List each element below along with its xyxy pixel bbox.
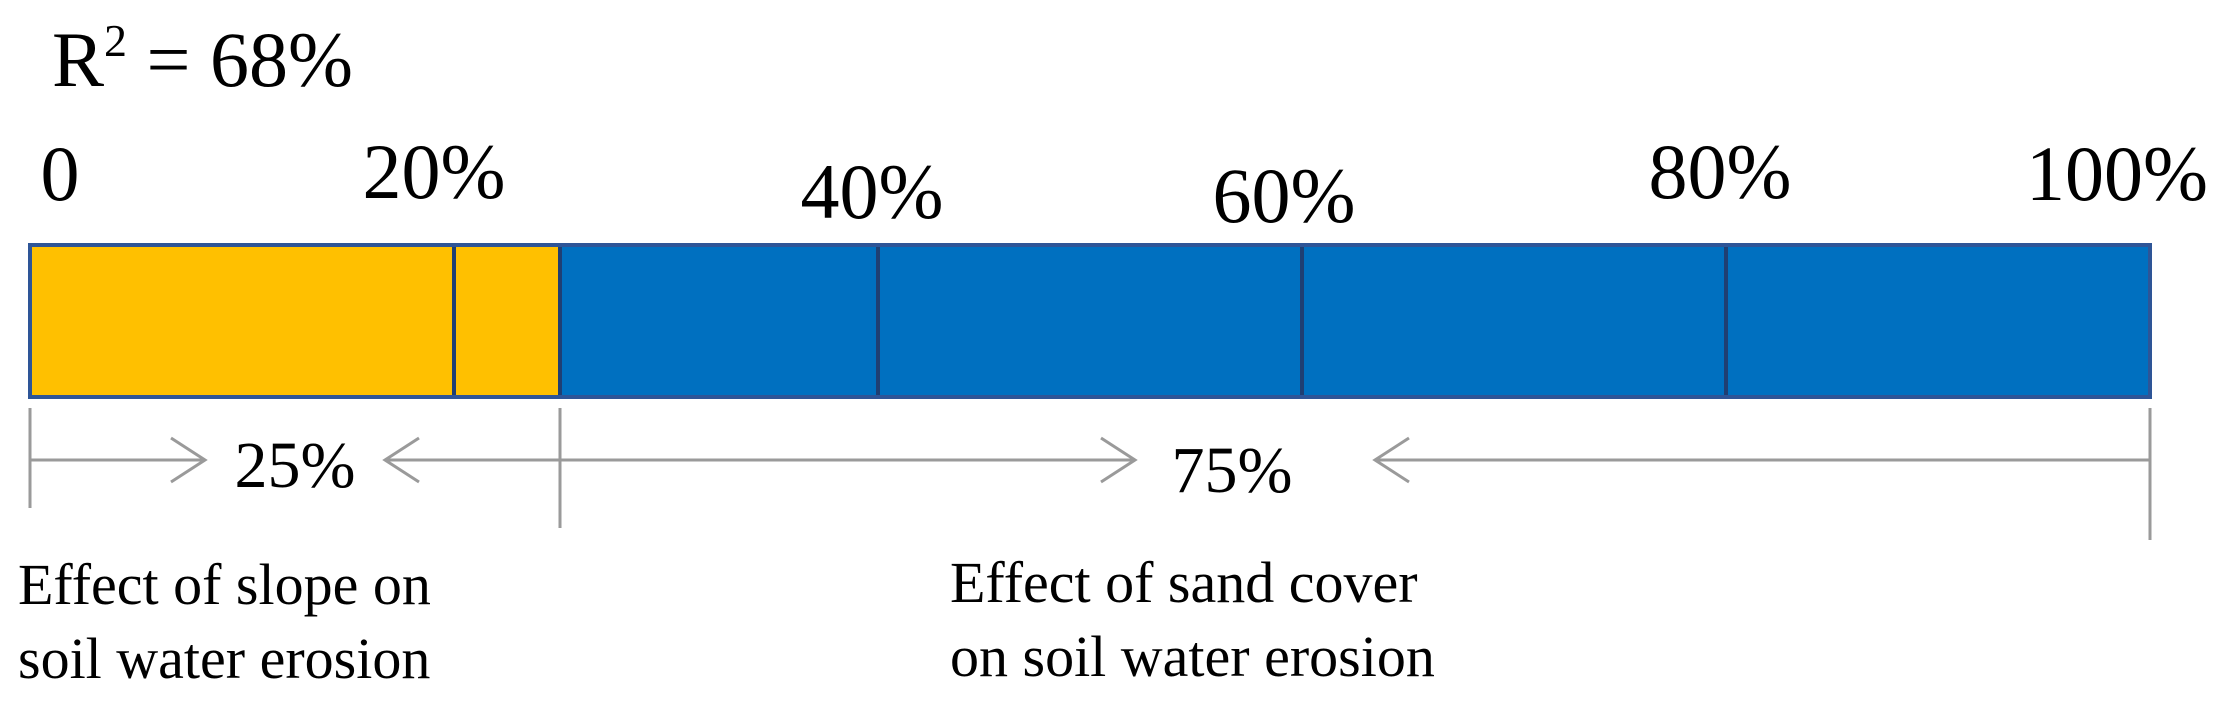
segment-description-line: soil water erosion xyxy=(18,626,431,692)
segment-percent-label: 75% xyxy=(1172,434,1293,507)
x-tick-label: 80% xyxy=(1649,128,1792,215)
segment-description-line: on soil water erosion xyxy=(950,624,1435,690)
bar-segment-1 xyxy=(30,245,560,397)
arrow-25-right-head xyxy=(382,436,420,484)
segment-description-slope: Effect of slope on soil water erosion xyxy=(18,548,431,696)
chart-title: R2 = 68% xyxy=(52,18,353,99)
x-tick-label: 40% xyxy=(801,148,944,235)
segment-percent-label: 25% xyxy=(235,429,356,502)
segment-description-line: Effect of sand cover xyxy=(950,550,1418,615)
x-tick-label: 20% xyxy=(363,128,506,215)
x-tick-label: 60% xyxy=(1213,152,1356,239)
arrow-75-left-head xyxy=(1100,436,1138,484)
arrow-75-right-head xyxy=(1372,436,1410,484)
title-suffix: = 68% xyxy=(127,16,353,103)
title-prefix: R xyxy=(52,16,105,103)
x-tick-label: 100% xyxy=(2026,130,2208,217)
bar-segment-2 xyxy=(560,245,2150,397)
arrow-25-left-head xyxy=(170,436,208,484)
x-tick-label: 0 xyxy=(41,130,80,217)
bar-outline xyxy=(28,243,2152,399)
segment-description-sand: Effect of sand cover on soil water erosi… xyxy=(950,546,1435,694)
segment-description-line: Effect of slope on xyxy=(18,552,431,617)
title-exponent: 2 xyxy=(104,15,128,66)
